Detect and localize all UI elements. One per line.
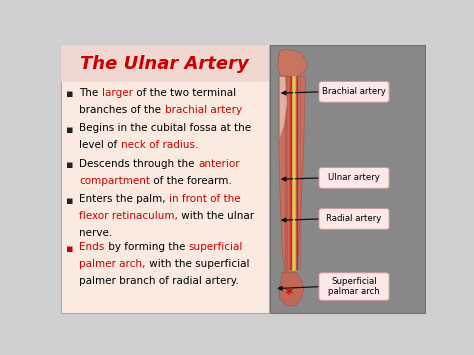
Polygon shape <box>280 77 287 138</box>
Polygon shape <box>278 49 307 77</box>
Text: ▪: ▪ <box>66 196 73 206</box>
FancyBboxPatch shape <box>319 208 389 229</box>
Text: larger: larger <box>102 88 133 98</box>
Text: ▪: ▪ <box>66 244 73 253</box>
Text: with the ulnar: with the ulnar <box>178 211 255 221</box>
Text: compartment: compartment <box>80 176 150 186</box>
Text: Ends: Ends <box>80 242 105 252</box>
Text: ▪: ▪ <box>66 160 73 170</box>
Text: anterior: anterior <box>198 159 240 169</box>
Text: in front of the: in front of the <box>169 194 241 204</box>
Text: ∗: ∗ <box>284 285 294 299</box>
Text: Ulnar artery: Ulnar artery <box>328 173 380 182</box>
Text: Enters the palm,: Enters the palm, <box>80 194 169 204</box>
Text: brachial artery: brachial artery <box>164 105 242 115</box>
Text: neck of radius.: neck of radius. <box>121 140 198 150</box>
Text: nerve.: nerve. <box>80 228 113 238</box>
Text: palmer arch,: palmer arch, <box>80 259 146 269</box>
Text: with the superficial: with the superficial <box>146 259 249 269</box>
Text: Brachial artery: Brachial artery <box>322 87 386 96</box>
FancyBboxPatch shape <box>319 81 389 102</box>
Text: Descends through the: Descends through the <box>80 159 198 169</box>
Text: branches of the: branches of the <box>80 105 164 115</box>
Text: The Ulnar Artery: The Ulnar Artery <box>80 55 248 73</box>
Text: Superficial
palmar arch: Superficial palmar arch <box>328 277 380 296</box>
Text: ▪: ▪ <box>66 89 73 99</box>
Text: level of: level of <box>80 140 121 150</box>
FancyBboxPatch shape <box>61 45 269 313</box>
FancyBboxPatch shape <box>271 45 425 313</box>
Text: superficial: superficial <box>188 242 243 252</box>
Text: palmer branch of radial artery.: palmer branch of radial artery. <box>80 276 239 286</box>
Polygon shape <box>279 77 305 272</box>
Text: by forming the: by forming the <box>105 242 188 252</box>
Text: flexor retinaculum,: flexor retinaculum, <box>80 211 178 221</box>
Text: Begins in the cubital fossa at the: Begins in the cubital fossa at the <box>80 123 252 133</box>
Text: of the two terminal: of the two terminal <box>133 88 236 98</box>
Text: The: The <box>80 88 102 98</box>
Polygon shape <box>279 272 303 306</box>
Text: Radial artery: Radial artery <box>327 214 382 223</box>
Text: ▪: ▪ <box>66 125 73 135</box>
FancyBboxPatch shape <box>61 45 269 82</box>
FancyBboxPatch shape <box>319 273 389 300</box>
Text: of the forearm.: of the forearm. <box>150 176 232 186</box>
FancyBboxPatch shape <box>319 168 389 188</box>
